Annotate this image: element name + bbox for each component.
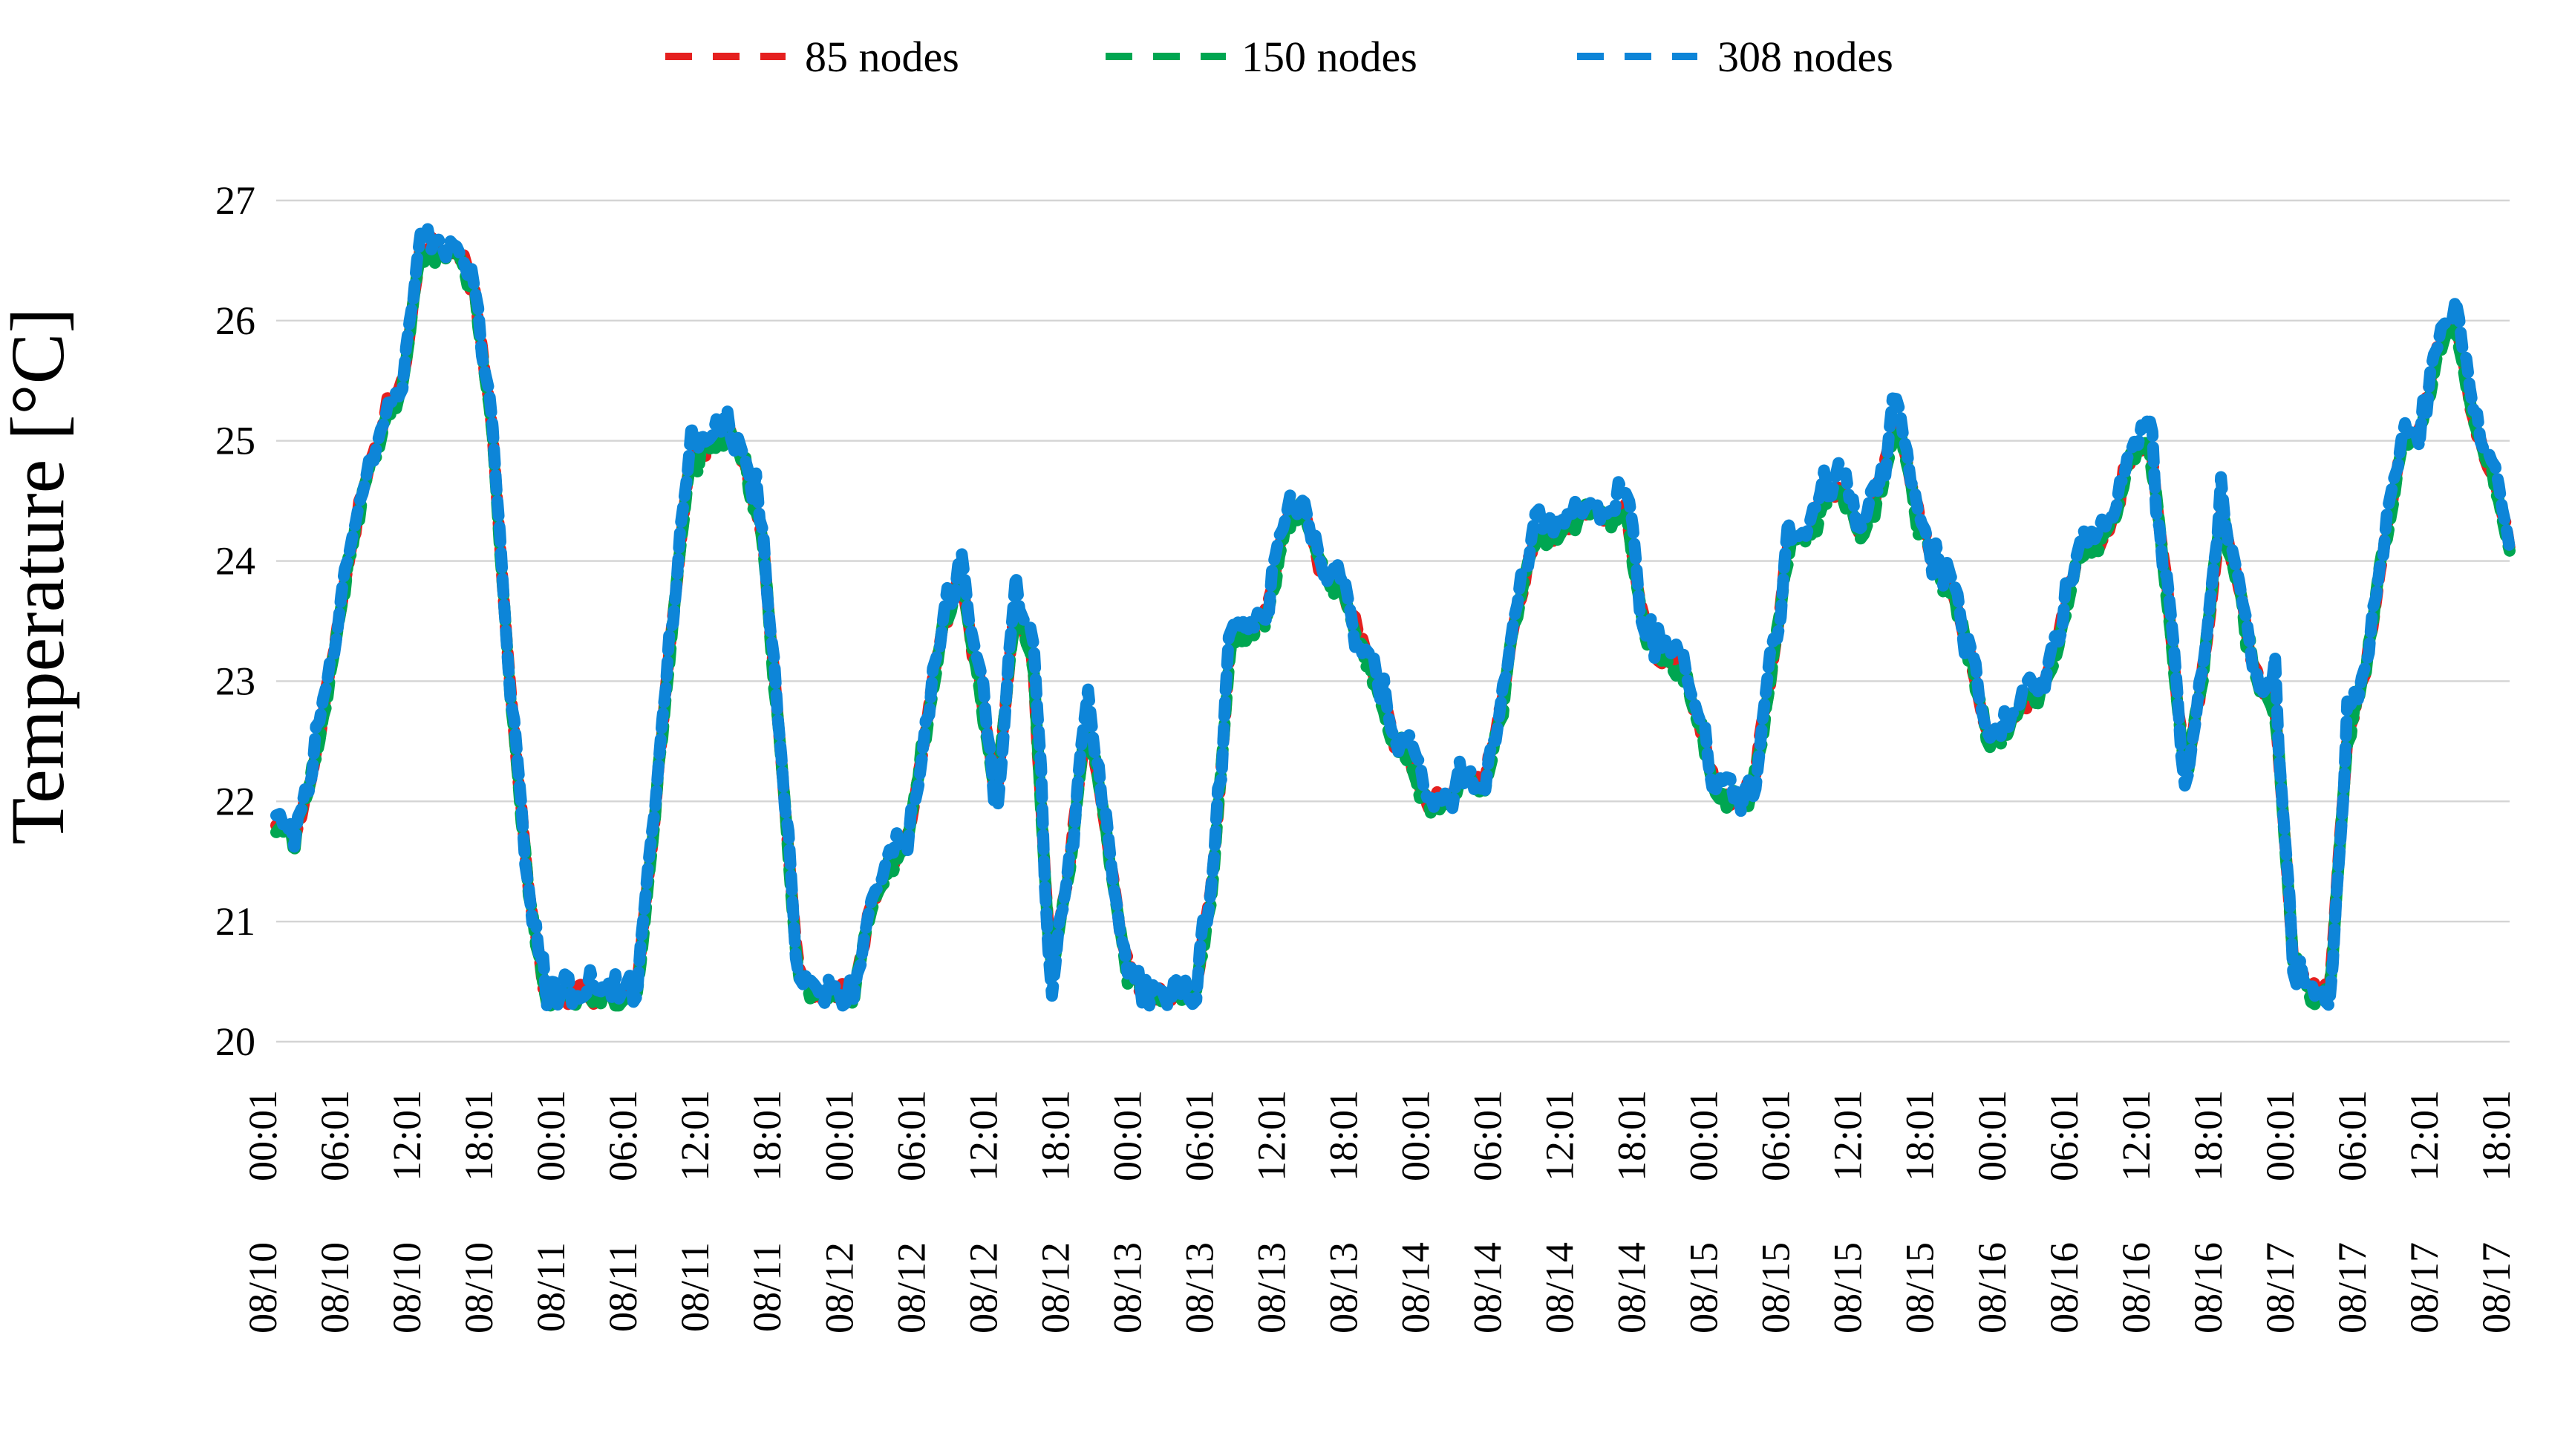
svg-text:08/16: 08/16 [2042,1242,2086,1333]
svg-text:150 nodes: 150 nodes [1241,33,1417,81]
svg-text:08/15: 08/15 [1826,1242,1870,1333]
svg-text:08/16: 08/16 [2114,1242,2158,1333]
svg-text:18:01: 18:01 [1610,1090,1654,1181]
svg-text:26: 26 [215,298,255,343]
svg-text:08/13: 08/13 [1105,1242,1149,1333]
svg-text:20: 20 [215,1019,255,1064]
svg-text:00:01: 00:01 [1394,1090,1438,1181]
svg-text:08/10: 08/10 [385,1242,429,1333]
svg-text:12:01: 12:01 [1538,1090,1582,1181]
svg-text:08/12: 08/12 [961,1242,1005,1333]
svg-text:06:01: 06:01 [1754,1090,1798,1181]
svg-text:08/12: 08/12 [1033,1242,1077,1333]
svg-text:08/17: 08/17 [2258,1242,2302,1333]
svg-text:06:01: 06:01 [2042,1090,2086,1181]
svg-text:06:01: 06:01 [1466,1090,1510,1181]
svg-text:08/13: 08/13 [1177,1242,1221,1333]
svg-text:08/17: 08/17 [2330,1242,2374,1333]
svg-text:27: 27 [215,178,255,223]
svg-text:12:01: 12:01 [1250,1090,1294,1181]
svg-text:08/10: 08/10 [241,1242,285,1333]
svg-text:08/16: 08/16 [2186,1242,2230,1333]
svg-text:06:01: 06:01 [2330,1090,2374,1181]
svg-text:18:01: 18:01 [1898,1090,1942,1181]
svg-text:06:01: 06:01 [601,1090,645,1181]
svg-text:08/12: 08/12 [817,1242,861,1333]
svg-text:00:01: 00:01 [817,1090,861,1181]
svg-text:08/11: 08/11 [601,1242,645,1332]
svg-text:08/16: 08/16 [1970,1242,2014,1333]
svg-text:08/11: 08/11 [745,1242,789,1332]
svg-text:18:01: 18:01 [1033,1090,1077,1181]
svg-text:08/17: 08/17 [2402,1242,2447,1333]
svg-text:06:01: 06:01 [313,1090,357,1181]
svg-text:18:01: 18:01 [1322,1090,1366,1181]
svg-text:08/13: 08/13 [1322,1242,1366,1333]
svg-text:08/15: 08/15 [1898,1242,1942,1333]
svg-text:00:01: 00:01 [1682,1090,1726,1181]
svg-text:08/12: 08/12 [889,1242,933,1333]
svg-text:08/11: 08/11 [529,1242,573,1332]
svg-text:12:01: 12:01 [385,1090,429,1181]
svg-text:00:01: 00:01 [1105,1090,1149,1181]
svg-text:08/14: 08/14 [1466,1242,1510,1333]
svg-text:12:01: 12:01 [1826,1090,1870,1181]
svg-text:06:01: 06:01 [889,1090,933,1181]
svg-text:08/15: 08/15 [1682,1242,1726,1333]
svg-text:12:01: 12:01 [2402,1090,2447,1181]
svg-text:85 nodes: 85 nodes [805,33,959,81]
svg-text:08/11: 08/11 [673,1242,717,1332]
svg-text:08/15: 08/15 [1754,1242,1798,1333]
svg-text:08/13: 08/13 [1250,1242,1294,1333]
svg-text:12:01: 12:01 [961,1090,1005,1181]
svg-text:22: 22 [215,779,255,823]
svg-text:08/14: 08/14 [1610,1242,1654,1333]
svg-text:308 nodes: 308 nodes [1717,33,1893,81]
svg-text:21: 21 [215,899,255,944]
svg-text:12:01: 12:01 [2114,1090,2158,1181]
svg-text:25: 25 [215,419,255,463]
svg-text:12:01: 12:01 [673,1090,717,1181]
svg-text:00:01: 00:01 [241,1090,285,1181]
svg-text:00:01: 00:01 [529,1090,573,1181]
svg-text:08/10: 08/10 [457,1242,501,1333]
svg-text:24: 24 [215,539,255,584]
svg-text:00:01: 00:01 [2258,1090,2302,1181]
svg-text:18:01: 18:01 [2186,1090,2230,1181]
svg-text:18:01: 18:01 [457,1090,501,1181]
svg-text:08/17: 08/17 [2474,1242,2519,1333]
svg-text:Temperature [°C]: Temperature [°C] [0,307,80,844]
svg-text:00:01: 00:01 [1970,1090,2014,1181]
svg-text:23: 23 [215,659,255,703]
svg-text:06:01: 06:01 [1177,1090,1221,1181]
svg-text:08/14: 08/14 [1394,1242,1438,1333]
svg-text:08/14: 08/14 [1538,1242,1582,1333]
svg-text:08/10: 08/10 [313,1242,357,1333]
svg-text:18:01: 18:01 [2474,1090,2519,1181]
svg-text:18:01: 18:01 [745,1090,789,1181]
